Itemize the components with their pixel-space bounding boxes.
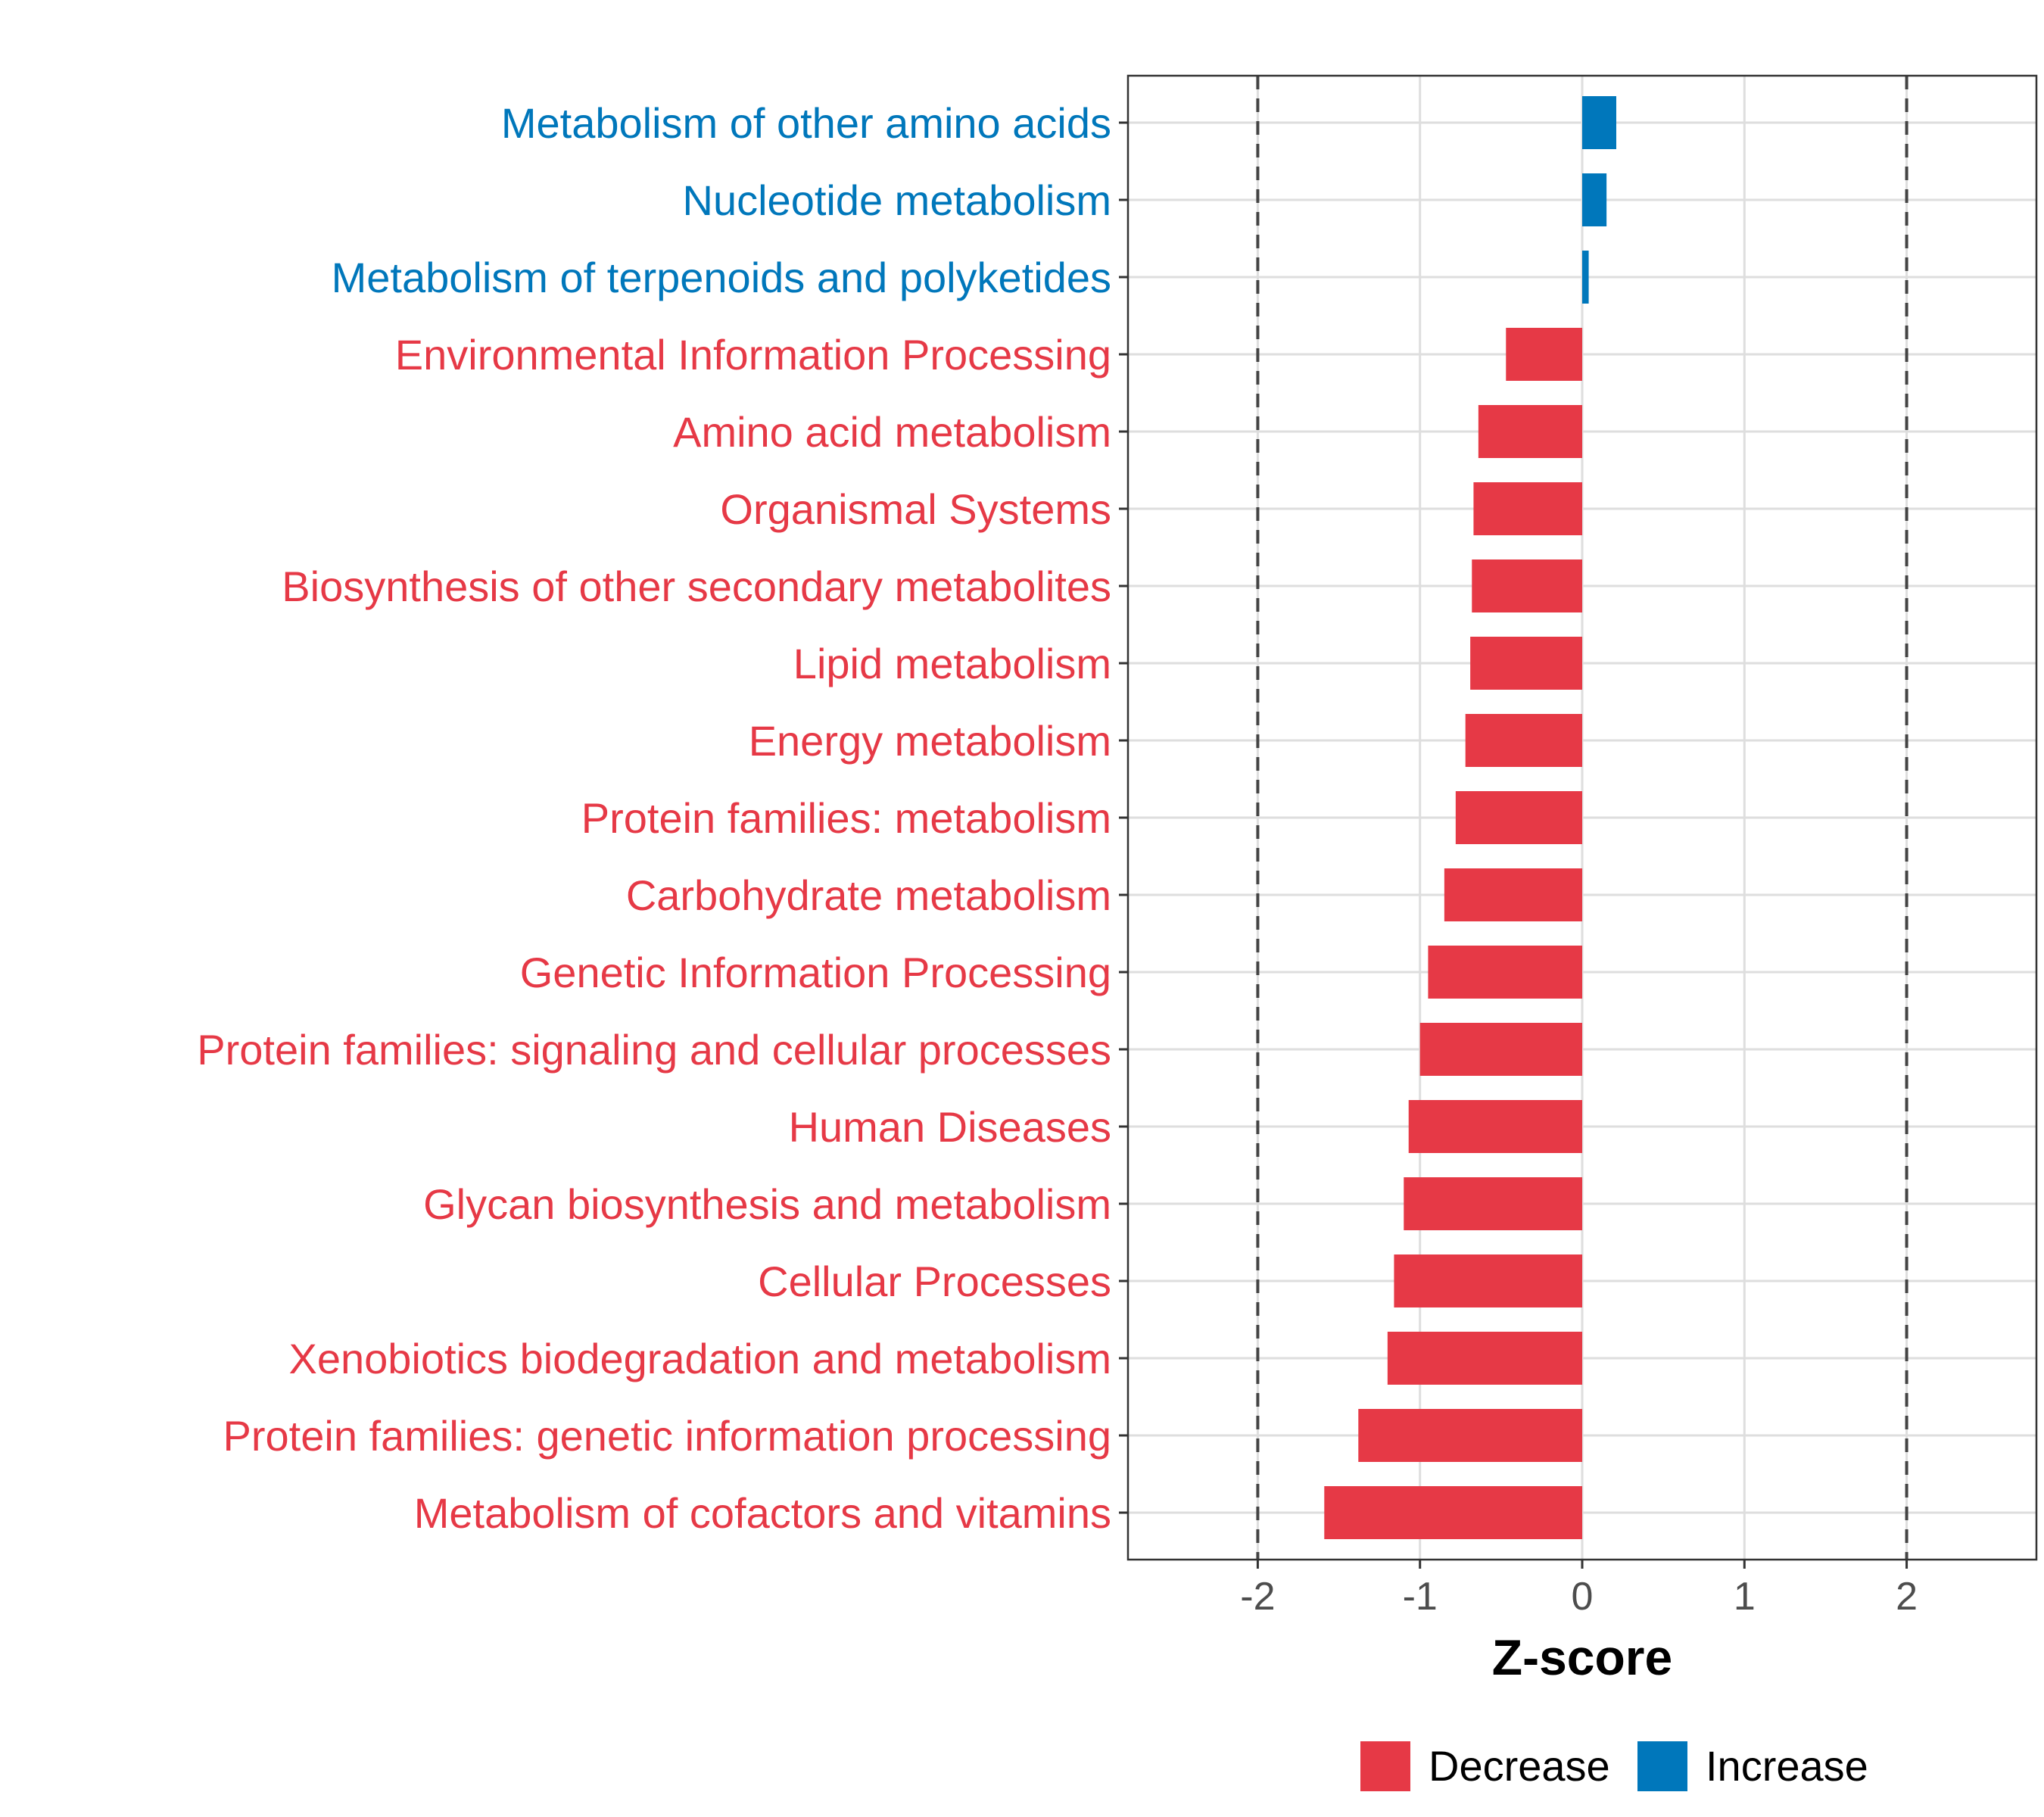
category-label: Protein families: metabolism	[581, 794, 1111, 842]
legend-label-increase: Increase	[1706, 1742, 1868, 1790]
bar-6	[1472, 559, 1582, 612]
bar-8	[1465, 714, 1582, 767]
bar-10	[1444, 868, 1582, 921]
x-tick-label: 1	[1734, 1575, 1756, 1619]
category-label: Environmental Information Processing	[395, 331, 1111, 379]
category-label: Human Diseases	[789, 1103, 1111, 1151]
bar-4	[1478, 405, 1582, 458]
legend-key-decrease	[1360, 1741, 1410, 1791]
category-labels: Metabolism of other amino acids Nucleotid…	[197, 99, 1111, 1537]
x-tick-label: 0	[1572, 1575, 1594, 1619]
bar-7	[1470, 637, 1582, 690]
x-axis-title: Z-score	[1492, 1629, 1672, 1685]
category-label: Metabolism of other amino acids	[501, 99, 1111, 147]
bar-3	[1506, 328, 1582, 381]
x-tick-label: -2	[1240, 1575, 1275, 1619]
bar-18	[1324, 1486, 1582, 1539]
reference-lines	[1256, 76, 1908, 1560]
category-label: Cellular Processes	[758, 1258, 1111, 1305]
bar-5	[1473, 482, 1582, 535]
bar-16	[1387, 1332, 1582, 1385]
category-label: Organismal Systems	[720, 485, 1111, 533]
category-label: Xenobiotics biodegradation and metabolis…	[289, 1335, 1111, 1382]
bar-0	[1582, 96, 1616, 149]
category-label: Protein families: signaling and cellular…	[197, 1026, 1111, 1074]
x-tick-label: 2	[1896, 1575, 1918, 1619]
category-label: Amino acid metabolism	[673, 408, 1111, 456]
legend-key-increase	[1637, 1741, 1687, 1791]
category-label: Glycan biosynthesis and metabolism	[423, 1180, 1111, 1228]
legend: Decrease Increase	[1360, 1741, 1868, 1791]
x-ticks: -2 -1 0 1 2	[1240, 1560, 1918, 1619]
legend-label-decrease: Decrease	[1429, 1742, 1610, 1790]
category-label: Energy metabolism	[749, 717, 1111, 765]
y-ticks	[1119, 121, 1128, 1514]
bar-1	[1582, 173, 1607, 226]
bar-17	[1358, 1409, 1582, 1462]
category-label: Biosynthesis of other secondary metaboli…	[282, 563, 1111, 610]
category-label: Protein families: genetic information pr…	[223, 1412, 1111, 1460]
category-label: Genetic Information Processing	[520, 949, 1111, 996]
bar-13	[1408, 1100, 1582, 1153]
bar-2	[1582, 251, 1589, 304]
category-label: Metabolism of terpenoids and polyketides	[332, 254, 1111, 301]
category-label: Lipid metabolism	[793, 640, 1111, 687]
category-label: Nucleotide metabolism	[683, 176, 1111, 224]
x-tick-label: -1	[1403, 1575, 1438, 1619]
bar-14	[1404, 1177, 1582, 1230]
category-label: Metabolism of cofactors and vitamins	[414, 1489, 1111, 1537]
bar-9	[1455, 791, 1582, 844]
category-label: Carbohydrate metabolism	[626, 871, 1111, 919]
bar-12	[1419, 1023, 1582, 1076]
bars	[1324, 96, 1616, 1539]
bar-15	[1394, 1254, 1582, 1307]
bar-11	[1428, 946, 1582, 999]
